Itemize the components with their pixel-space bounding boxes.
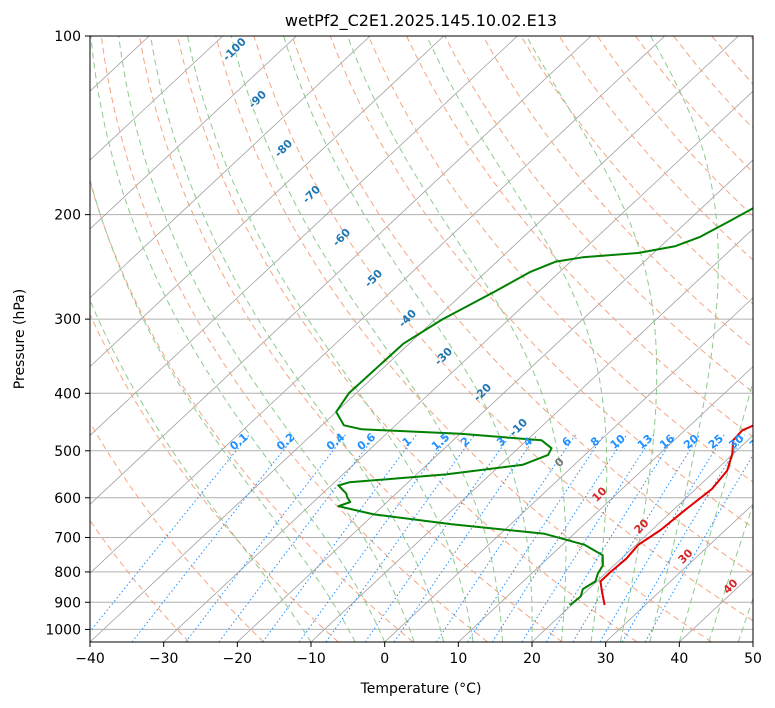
moist-adiabat-line	[283, 36, 533, 642]
y-tick-label: 1000	[45, 622, 81, 638]
mixing-ratio-line	[521, 434, 655, 642]
dry-adiabat-line	[215, 36, 712, 642]
moist-adiabat-line	[708, 503, 753, 642]
mixing-ratio-line	[393, 434, 538, 642]
x-tick-label: −10	[296, 651, 326, 667]
y-tick-label: 800	[54, 565, 81, 581]
isobar-grid	[90, 36, 753, 630]
x-tick-label: 10	[449, 651, 467, 667]
mixing-ratio-line	[298, 434, 451, 642]
y-tick-label: 400	[54, 386, 81, 402]
moist-adiabat-line	[347, 36, 567, 642]
y-tick-label: 700	[54, 531, 81, 547]
mixing-ratio-line	[621, 434, 745, 642]
y-tick-label: 200	[54, 208, 81, 224]
moist-adiabat-line	[426, 36, 608, 642]
isotherm-grid	[90, 36, 753, 642]
isotherm-line	[90, 36, 297, 230]
x-tick-label: 40	[670, 651, 688, 667]
x-tick-label: 50	[744, 651, 762, 667]
moist-adiabat-line	[678, 379, 753, 642]
isotherm-line	[90, 36, 224, 161]
x-tick-label: 30	[597, 651, 615, 667]
mixing-ratio-lines	[90, 434, 753, 642]
moist-adiabat-line	[187, 36, 474, 642]
isotherm-line	[531, 434, 753, 642]
y-tick-label: 900	[54, 595, 81, 611]
moist-adiabat-line	[118, 36, 415, 642]
mixing-ratio-line	[491, 434, 627, 642]
moist-adiabat-line	[649, 36, 719, 642]
mixing-ratio-line	[572, 434, 701, 642]
x-tick-label: −40	[75, 651, 105, 667]
mixing-ratio-line	[364, 434, 512, 642]
isotherm-line	[90, 36, 592, 505]
mixing-ratio-line	[218, 434, 377, 642]
dewpoint-profile	[335, 207, 753, 606]
isotherm-line	[90, 36, 666, 574]
moist-adiabat-line	[150, 36, 445, 642]
isotherm-line	[384, 297, 753, 642]
isotherm-line	[90, 36, 445, 368]
y-tick-label: 100	[54, 29, 81, 45]
x-axis: −40 −30 −20 −10 0 10 20 30 40 50	[75, 642, 762, 667]
dry-adiabat-line	[90, 421, 264, 642]
mixing-ratio-line	[644, 453, 753, 642]
y-tick-label: 500	[54, 444, 81, 460]
y-axis: 100 200 300 400 500 600 700 800 900 1000	[45, 29, 90, 638]
x-tick-label: −20	[223, 651, 253, 667]
moist-adiabat-line	[230, 36, 503, 642]
isotherm-line	[605, 503, 753, 642]
plot-area: 0.10.20.40.611.52346810131620253036-100-…	[90, 36, 767, 642]
isotherm-line	[163, 90, 753, 642]
mixing-ratio-line	[599, 434, 725, 642]
isotherm-line	[90, 36, 518, 437]
moist-adiabat-lines	[90, 36, 753, 642]
dry-adiabat-line	[253, 36, 753, 622]
temperature-profile	[599, 424, 753, 606]
dry-adiabat-line	[329, 36, 753, 529]
dry-adiabat-line	[291, 36, 753, 575]
mixing-ratio-line	[90, 434, 250, 633]
sounding-profiles	[335, 207, 753, 606]
y-tick-label: 600	[54, 491, 81, 507]
isotherm-line	[237, 159, 753, 642]
dry-adiabat-line	[177, 36, 638, 642]
moist-adiabat-line	[90, 298, 312, 642]
isotherm-line	[90, 36, 739, 642]
mixing-ratio-line	[545, 434, 677, 642]
moist-adiabat-line	[90, 36, 386, 642]
moist-adiabat-line	[525, 36, 658, 642]
x-tick-label: −30	[149, 651, 179, 667]
isotherm-line	[458, 366, 753, 642]
dry-adiabat-line	[90, 180, 414, 642]
mixing-ratio-line	[185, 434, 346, 642]
x-tick-label: 20	[523, 651, 541, 667]
y-tick-label: 300	[54, 312, 81, 328]
isotherm-line	[90, 36, 371, 299]
x-tick-label: 0	[380, 651, 389, 667]
plot-frame	[89, 35, 754, 643]
mixing-ratio-label: 36	[747, 432, 767, 452]
y-axis-label: Pressure (hPa)	[12, 289, 28, 389]
x-axis-label: Temperature (°C)	[360, 681, 482, 697]
dry-adiabat-line	[100, 36, 488, 642]
chart-title: wetPf2_C2E1.2025.145.10.02.E13	[285, 11, 557, 31]
